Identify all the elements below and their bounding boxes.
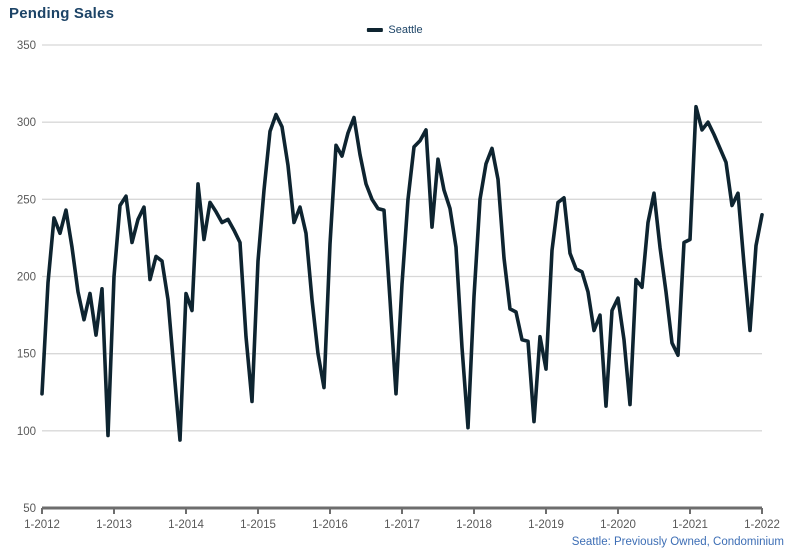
y-axis-label-50: 50 — [23, 503, 36, 515]
legend: Seattle — [366, 24, 423, 36]
x-axis-label-1-2017: 1-2017 — [384, 519, 420, 531]
chart-title: Pending Sales — [9, 5, 115, 22]
legend-label-seattle: Seattle — [388, 24, 423, 36]
y-axis-label-150: 150 — [17, 349, 36, 361]
x-axis-label-1-2013: 1-2013 — [96, 519, 132, 531]
y-axis-label-300: 300 — [17, 117, 36, 129]
x-axis-label-1-2014: 1-2014 — [168, 519, 204, 531]
x-axis-label-1-2016: 1-2016 — [312, 519, 348, 531]
x-axis-label-1-2022: 1-2022 — [744, 519, 780, 531]
y-axis-label-350: 350 — [17, 40, 36, 52]
x-axis-label-1-2020: 1-2020 — [600, 519, 636, 531]
series-line-seattle — [40, 104, 764, 442]
footnote-link[interactable]: Seattle: Previously Owned, Condominium — [571, 536, 784, 548]
x-axis-label-1-2018: 1-2018 — [456, 519, 492, 531]
x-axis-label-1-2012: 1-2012 — [24, 519, 60, 531]
y-axis-label-250: 250 — [17, 194, 36, 206]
x-axis-label-1-2019: 1-2019 — [528, 519, 564, 531]
x-axis-label-1-2021: 1-2021 — [672, 519, 708, 531]
x-axis-label-1-2015: 1-2015 — [240, 519, 276, 531]
y-axis-label-200: 200 — [17, 272, 36, 284]
legend-line-swatch — [366, 28, 383, 32]
y-axis-label-100: 100 — [17, 426, 36, 438]
